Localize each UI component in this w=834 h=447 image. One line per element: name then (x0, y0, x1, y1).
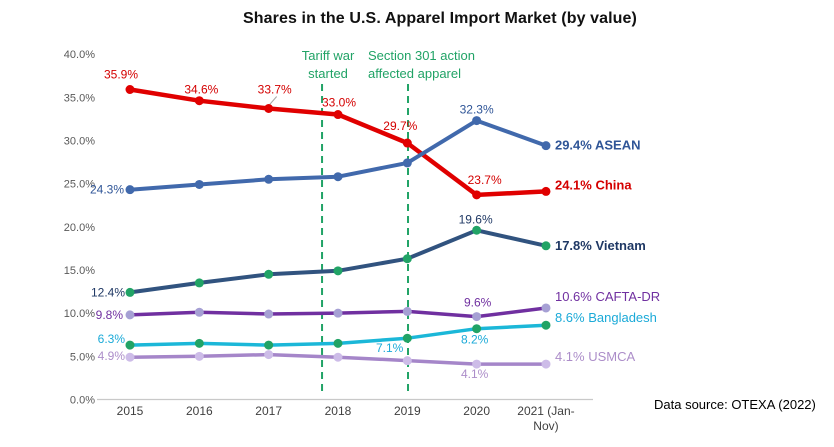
data-label-china: 23.7% (468, 173, 502, 187)
series-marker-vietnam (125, 287, 135, 297)
annotation-section-301: affected apparel (368, 66, 461, 81)
series-marker-usmca (472, 359, 482, 369)
series-marker-asean (264, 174, 274, 184)
annotation-tariff-war: started (308, 66, 348, 81)
y-tick-label: 35.0% (64, 92, 95, 104)
x-tick-label: 2015 (117, 404, 144, 418)
series-marker-asean (402, 158, 412, 168)
series-marker-bangladesh (125, 340, 135, 350)
y-tick-label: 0.0% (70, 395, 95, 407)
series-end-label-asean: 29.4% ASEAN (555, 138, 641, 153)
data-label-bangladesh: 6.3% (98, 332, 126, 346)
x-tick-label: 2020 (463, 404, 490, 418)
data-source-note: Data source: OTEXA (2022) (654, 397, 816, 412)
series-end-label-china: 24.1% China (555, 177, 632, 192)
series-marker-bangladesh (541, 320, 551, 330)
series-marker-vietnam (402, 254, 412, 264)
series-marker-china (125, 85, 135, 95)
data-label-usmca: 4.9% (98, 349, 126, 363)
data-label-asean: 32.3% (460, 103, 494, 117)
series-marker-cafta-dr (541, 303, 551, 313)
series-marker-vietnam (194, 278, 204, 288)
data-label-china: 29.7% (383, 119, 417, 133)
series-marker-usmca (264, 350, 274, 360)
data-label-china: 34.6% (184, 83, 218, 97)
series-marker-cafta-dr (472, 312, 482, 322)
series-marker-china (541, 186, 551, 196)
series-marker-cafta-dr (125, 310, 135, 320)
series-end-label-usmca: 4.1% USMCA (555, 349, 636, 364)
series-marker-china (333, 110, 343, 120)
series-marker-vietnam (541, 241, 551, 251)
series-marker-vietnam (472, 225, 482, 235)
series-marker-china (194, 96, 204, 106)
data-label-vietnam: 19.6% (459, 212, 493, 226)
series-marker-usmca (125, 352, 135, 362)
series-marker-asean (194, 179, 204, 189)
x-tick-label: 2018 (325, 404, 352, 418)
x-tick-label: 2019 (394, 404, 421, 418)
x-tick-label: 2017 (255, 404, 282, 418)
y-tick-label: 15.0% (64, 265, 95, 277)
x-tick-label: Nov) (533, 419, 558, 433)
x-tick-label: 2021 (Jan- (517, 404, 574, 418)
series-marker-cafta-dr (264, 309, 274, 319)
series-marker-bangladesh (264, 340, 274, 350)
y-tick-label: 25.0% (64, 179, 95, 191)
data-label-china: 33.0% (322, 96, 356, 110)
series-marker-bangladesh (472, 324, 482, 334)
data-label-china: 33.7% (258, 83, 292, 97)
data-label-usmca: 4.1% (461, 367, 489, 381)
series-marker-bangladesh (402, 333, 412, 343)
series-end-label-bangladesh: 8.6% Bangladesh (555, 310, 657, 325)
chart-title: Shares in the U.S. Apparel Import Market… (243, 10, 637, 27)
y-tick-label: 5.0% (70, 351, 95, 363)
x-tick-label: 2016 (186, 404, 213, 418)
series-marker-cafta-dr (194, 307, 204, 317)
series-marker-usmca (541, 359, 551, 369)
series-marker-cafta-dr (333, 308, 343, 318)
series-marker-asean (541, 141, 551, 151)
series-marker-bangladesh (194, 338, 204, 348)
series-marker-asean (333, 172, 343, 182)
series-marker-china (472, 190, 482, 200)
data-label-asean: 24.3% (90, 183, 124, 197)
data-label-bangladesh: 8.2% (461, 333, 489, 347)
y-tick-label: 30.0% (64, 135, 95, 147)
y-tick-label: 40.0% (64, 49, 95, 61)
data-label-china: 35.9% (104, 68, 138, 82)
annotation-tariff-war: Tariff war (302, 48, 355, 63)
annotation-section-301: Section 301 action (368, 48, 475, 63)
y-tick-label: 20.0% (64, 222, 95, 234)
series-end-label-cafta-dr: 10.6% CAFTA-DR (555, 289, 660, 304)
series-line-vietnam (128, 228, 548, 295)
series-marker-asean (472, 116, 482, 126)
series-marker-cafta-dr (402, 306, 412, 316)
series-marker-vietnam (264, 269, 274, 279)
label-leader-line (269, 96, 278, 105)
series-marker-usmca (194, 351, 204, 361)
series-marker-usmca (402, 356, 412, 366)
data-label-cafta-dr: 9.8% (96, 308, 124, 322)
data-label-vietnam: 12.4% (91, 285, 125, 299)
data-label-bangladesh: 7.1% (376, 341, 404, 355)
y-tick-label: 10.0% (64, 308, 95, 320)
series-marker-china (402, 138, 412, 148)
series-marker-bangladesh (333, 338, 343, 348)
series-marker-china (264, 104, 274, 114)
series-marker-vietnam (333, 266, 343, 276)
data-label-cafta-dr: 9.6% (464, 296, 492, 310)
series-marker-usmca (333, 352, 343, 362)
series-end-label-vietnam: 17.8% Vietnam (555, 238, 646, 253)
series-marker-asean (125, 185, 135, 195)
